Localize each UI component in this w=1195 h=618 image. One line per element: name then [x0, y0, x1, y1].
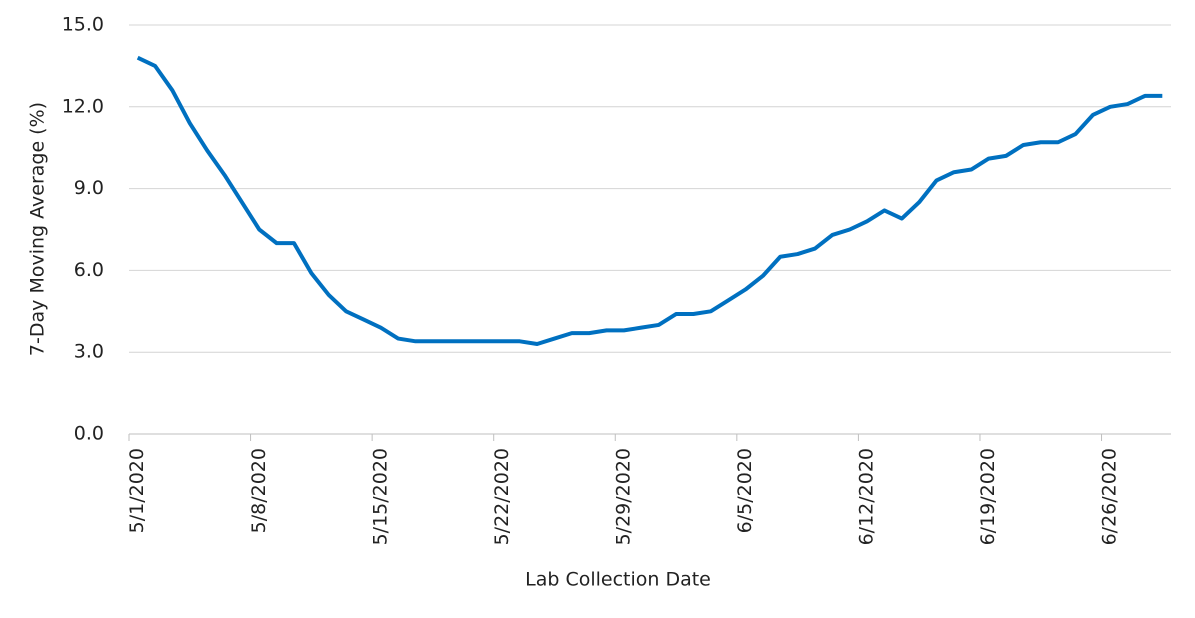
x-tick-label: 6/12/2020	[856, 448, 878, 545]
y-tick-label: 6.0	[74, 259, 104, 281]
x-tick-label: 5/22/2020	[491, 448, 513, 545]
y-tick-label: 12.0	[62, 95, 104, 117]
x-axis-label: Lab Collection Date	[525, 569, 711, 591]
y-tick-label: 0.0	[74, 423, 104, 445]
x-tick-label: 5/8/2020	[248, 448, 270, 533]
y-axis-label: 7-Day Moving Average (%)	[27, 102, 49, 356]
x-tick-label: 5/29/2020	[612, 448, 634, 545]
data-line	[136, 55, 1163, 347]
y-tick-label: 15.0	[62, 14, 104, 36]
y-tick-label: 3.0	[74, 341, 104, 363]
x-tick-label: 6/5/2020	[734, 448, 756, 533]
y-tick-label: 9.0	[74, 177, 104, 199]
x-tick-label: 5/1/2020	[126, 448, 148, 533]
x-tick-label: 6/19/2020	[977, 448, 999, 545]
x-tick-label: 6/26/2020	[1099, 448, 1121, 545]
x-tick-label: 5/15/2020	[369, 448, 391, 545]
